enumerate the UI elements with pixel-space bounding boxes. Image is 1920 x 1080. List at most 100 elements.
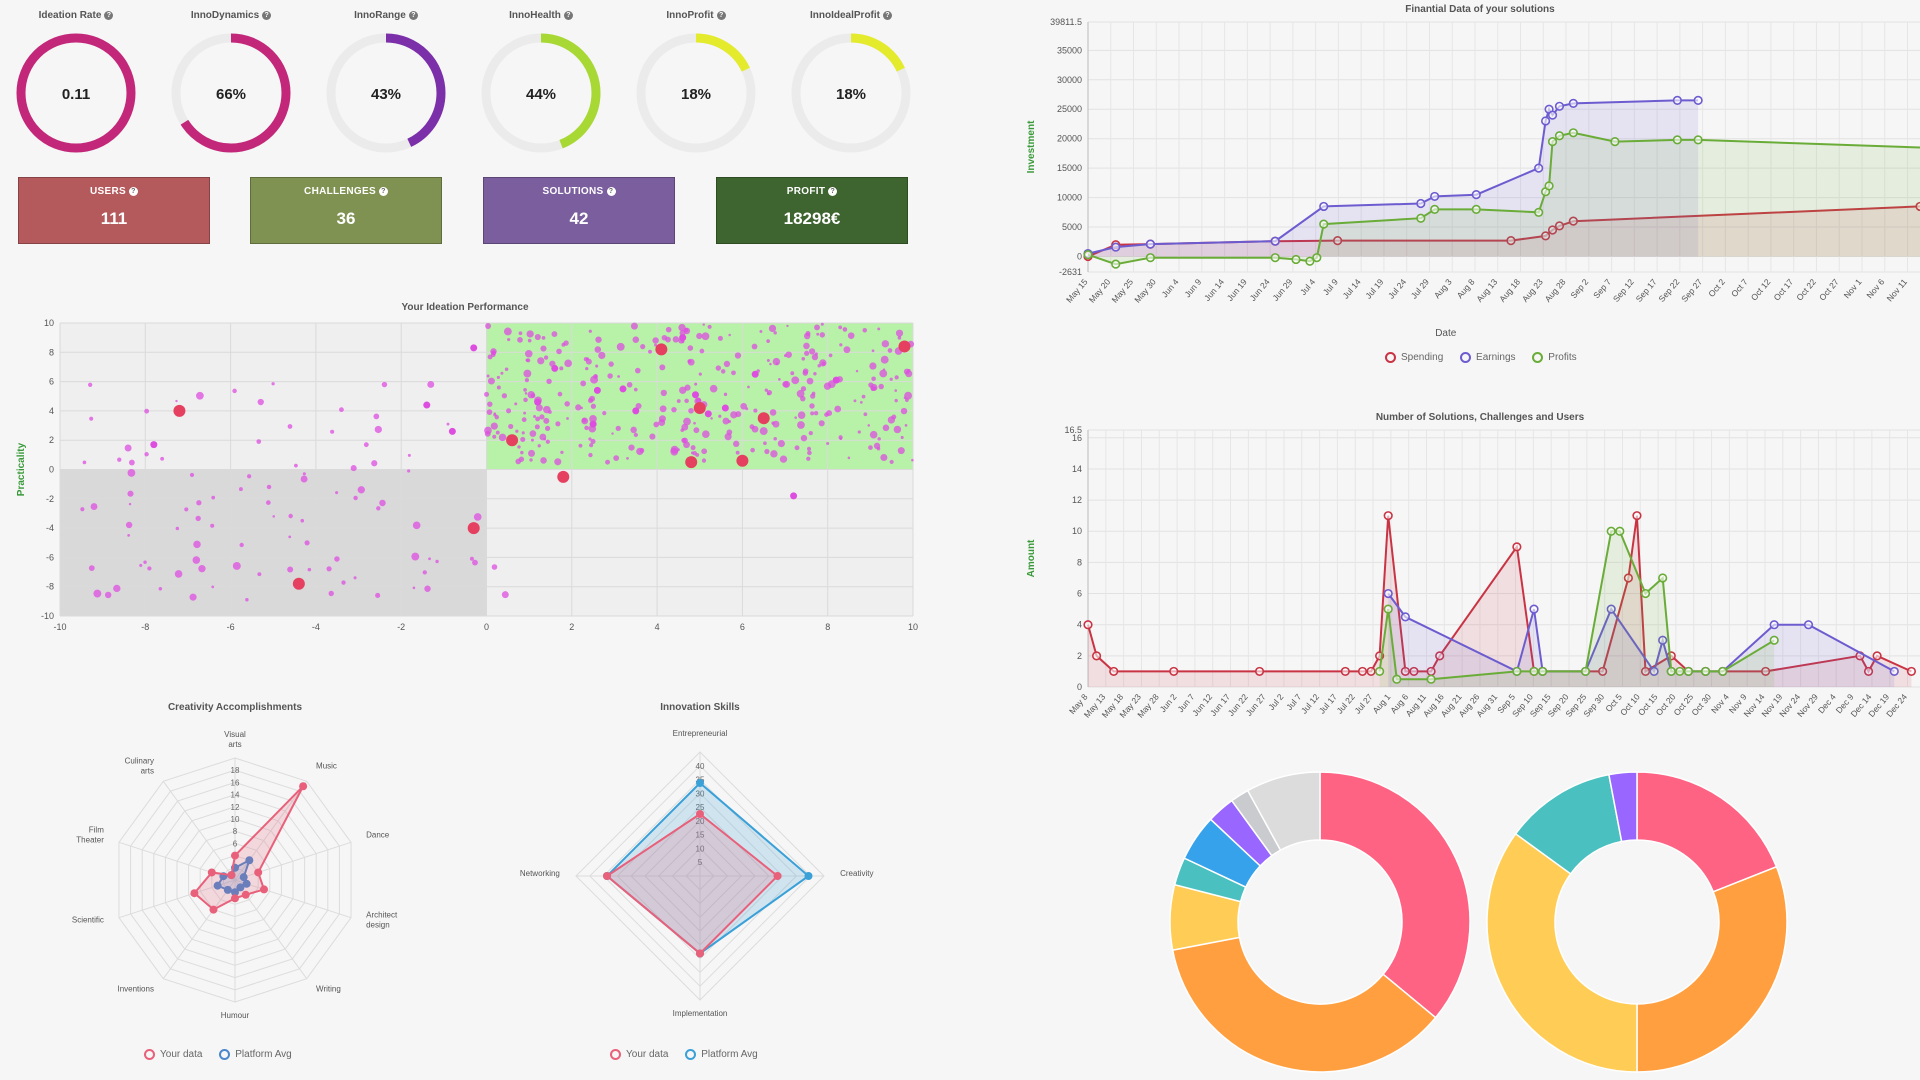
scatter-point [717, 335, 723, 341]
scatter-point [690, 451, 695, 455]
scatter-point [723, 360, 731, 368]
tick-label: Jul 4 [1298, 277, 1317, 297]
help-icon[interactable]: ? [104, 10, 114, 20]
data-point [1291, 254, 1301, 265]
financial-chart[interactable]: 39811.5 35000 30000 25000 20000 15000 10000 500… [1020, 14, 1920, 344]
scatter-point [302, 472, 306, 476]
quadrant-high [486, 323, 913, 470]
quadrant-low [60, 469, 487, 616]
axis-label-line: Entrepreneurial [673, 729, 728, 738]
scatter-point [527, 391, 535, 399]
legend-item-platform-avg[interactable]: Platform Avg [219, 1049, 292, 1060]
tick-label: Aug 23 [1520, 277, 1545, 304]
help-icon[interactable]: ? [606, 186, 616, 196]
legend-item-spending[interactable]: Spending [1385, 352, 1443, 363]
scatter-point [701, 458, 707, 463]
data-point [1111, 259, 1121, 269]
axis-label: Humour [221, 1011, 250, 1020]
data-point [1554, 221, 1565, 231]
legend-swatch [1532, 352, 1544, 363]
legend-item-your-data[interactable]: Your data [610, 1049, 668, 1060]
data-point [1554, 131, 1565, 141]
axis-label-line: Scientific [72, 916, 104, 925]
scatter-point [588, 452, 593, 458]
scatter-point [595, 336, 602, 343]
tick-label: Jul 24 [1386, 277, 1408, 301]
axis-label-line: Networking [520, 869, 560, 878]
scatter-point [287, 424, 293, 429]
scatter-point [147, 566, 152, 571]
scatter-point [616, 342, 625, 351]
scatter-point [546, 378, 552, 384]
stat-card-solutions[interactable]: SOLUTIONS? 42 [483, 177, 675, 244]
radar-spoke [234, 879, 352, 919]
legend-item-earnings[interactable]: Earnings [1460, 352, 1516, 363]
tick-label: 25 [696, 803, 705, 812]
stat-card-profit[interactable]: PROFIT? 18298€ [716, 177, 908, 244]
tick-label: -8 [141, 622, 149, 632]
scatter-point [871, 349, 875, 353]
help-icon[interactable]: ? [128, 186, 138, 196]
scatter-point [412, 521, 421, 530]
scatter-point [470, 344, 478, 352]
tick-label: -10 [53, 622, 66, 632]
help-icon[interactable]: ? [378, 186, 388, 196]
data-point [1540, 116, 1551, 126]
data-point [1547, 137, 1558, 147]
stat-card-users[interactable]: USERS? 111 [18, 177, 210, 244]
scatter-point [807, 450, 812, 456]
tick-label: 10 [44, 318, 54, 328]
scatter-point [520, 450, 524, 455]
stat-value: 36 [336, 209, 356, 228]
tick-label: 2 [49, 435, 54, 445]
scatter-point [687, 345, 694, 351]
scatter-point [424, 585, 431, 592]
scatter-point [590, 403, 597, 409]
scatter-point [649, 433, 656, 440]
scatter-point [529, 458, 533, 462]
legend-item-your-data[interactable]: Your data [144, 1049, 202, 1060]
axis-label-line: Culinary [125, 756, 154, 765]
innovation-radar-chart[interactable]: Entrepreneurial Creativity Implementation N… [500, 712, 900, 1032]
scatter-point [266, 484, 272, 490]
scatter-point [859, 400, 863, 404]
tick-label: Sep 17 [1634, 277, 1659, 304]
scatter-point [533, 415, 537, 418]
scatter-point [526, 330, 534, 338]
tick-label: Jun 14 [1202, 277, 1226, 303]
help-icon[interactable]: ? [262, 10, 272, 20]
help-icon[interactable]: ? [716, 10, 726, 20]
legend-item-profits[interactable]: Profits [1532, 352, 1577, 363]
scatter-point [791, 376, 800, 385]
help-icon[interactable]: ? [828, 186, 838, 196]
scatter-point [539, 414, 545, 420]
radar-point [239, 873, 248, 882]
donut-chart-right[interactable] [1477, 765, 1797, 1080]
tick-label: -2631 [1059, 267, 1082, 277]
stat-label: USERS [90, 186, 126, 197]
tick-label: 10 [1072, 526, 1082, 536]
scatter-point [128, 502, 132, 506]
tick-label: Aug 13 [1474, 277, 1499, 304]
scatter-point [869, 362, 877, 370]
scatter-point [174, 570, 183, 578]
scatter-point [808, 430, 813, 436]
scatter-point [589, 395, 596, 402]
legend-item-platform-avg[interactable]: Platform Avg [685, 1049, 758, 1060]
legend-label: Platform Avg [701, 1049, 758, 1060]
scatter-point [843, 346, 851, 354]
donut-slice [1636, 771, 1778, 893]
stat-card-challenges[interactable]: CHALLENGES? 36 [250, 177, 442, 244]
help-icon[interactable]: ? [883, 10, 892, 20]
help-icon[interactable]: ? [408, 10, 418, 20]
tick-label: Nov 4 [1709, 692, 1731, 716]
gauge-ring: 18% [791, 33, 911, 153]
scatter-point [564, 401, 570, 407]
tick-label: Dec 4 [1816, 692, 1838, 716]
scatter-chart[interactable]: -10 -8 -6 -4 -2 0 2 4 6 8 10 10 8 6 4 2 0 -2 -4 -6 -8 -10 Prac… [0, 315, 940, 645]
donut-chart-left[interactable] [1160, 765, 1480, 1080]
scatter-point [813, 411, 819, 416]
help-icon[interactable]: ? [563, 10, 573, 20]
